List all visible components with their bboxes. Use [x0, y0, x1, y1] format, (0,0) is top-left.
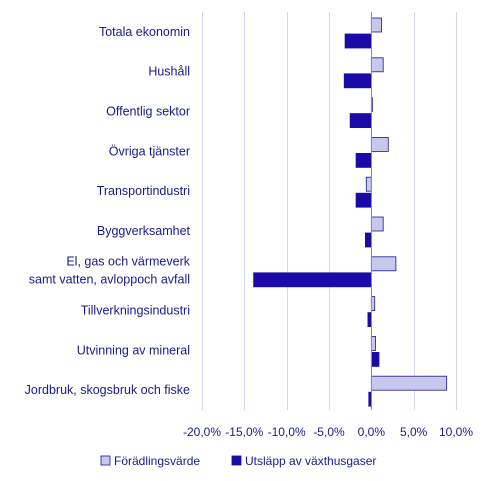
bars — [253, 17, 448, 407]
bar-foradlingsvarde — [370, 216, 384, 232]
bar-utslapp — [253, 272, 372, 288]
category-label: Jordbruk, skogsbruk och fiske — [25, 383, 190, 397]
category-label: samt vatten, avloppoch avfall — [29, 273, 190, 287]
category-label: Övriga tjänster — [109, 144, 190, 158]
category-label: Transportindustri — [97, 184, 190, 198]
x-tick-label: -5,0% — [313, 425, 345, 439]
category-label: Hushåll — [148, 65, 190, 79]
category-label: Utvinning av mineral — [77, 343, 190, 357]
legend-swatch-utslapp — [231, 455, 242, 466]
category-label: El, gas och värmeverk — [66, 255, 190, 269]
bar-utslapp — [344, 33, 372, 49]
x-tick-label: 0,0% — [358, 425, 386, 439]
bar-utslapp — [365, 232, 372, 248]
bar-utslapp — [355, 192, 372, 208]
x-tick-label: 5,0% — [400, 425, 428, 439]
bar-foradlingsvarde — [365, 176, 372, 192]
bar-utslapp — [367, 312, 372, 328]
bar-utslapp — [343, 73, 372, 89]
bar-utslapp — [355, 152, 372, 168]
category-label: Tillverkningsindustri — [81, 304, 190, 318]
x-tick-label: -20,0% — [183, 425, 221, 439]
x-tick-label: -10,0% — [268, 425, 306, 439]
bar-foradlingsvarde — [370, 136, 389, 152]
x-tick-label: -15,0% — [225, 425, 263, 439]
bar-foradlingsvarde — [370, 256, 397, 272]
legend: Förädlingsvärde Utsläpp av växthusgaser — [100, 454, 376, 468]
legend-swatch-foradlingsvarde — [100, 455, 111, 466]
bar-foradlingsvarde — [370, 17, 382, 33]
bar-utslapp — [370, 351, 380, 367]
category-labels: Totala ekonomin Hushåll Offentlig sektor Öv… — [25, 25, 191, 397]
legend-label-utslapp: Utsläpp av växthusgaser — [245, 454, 376, 468]
category-label: Totala ekonomin — [99, 25, 190, 39]
x-tick-labels: -20,0% -15,0% -10,0% -5,0% 0,0% 5,0% 10,0% — [183, 425, 473, 439]
bar-utslapp — [349, 113, 372, 128]
legend-label-foradlingsvarde: Förädlingsvärde — [114, 454, 200, 468]
bar-foradlingsvarde — [370, 57, 384, 73]
category-label: Offentlig sektor — [106, 105, 190, 119]
x-tick-label: 10,0% — [439, 425, 473, 439]
category-label: Byggverksamhet — [97, 224, 191, 238]
bar-utslapp — [368, 391, 372, 407]
bar-foradlingsvarde — [370, 375, 448, 391]
gridlines — [202, 12, 457, 410]
